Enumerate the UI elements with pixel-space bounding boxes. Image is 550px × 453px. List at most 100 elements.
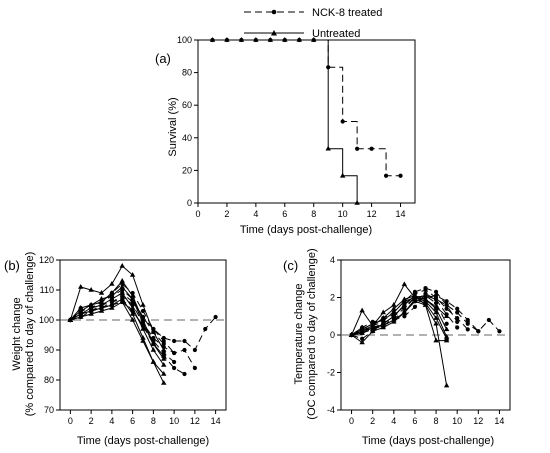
x-tick-label: 2 (370, 416, 375, 426)
data-point (88, 311, 94, 316)
series-line-nck8 (351, 295, 448, 336)
data-point (119, 278, 125, 283)
data-point (182, 338, 187, 344)
x-tick-label: 4 (109, 416, 114, 426)
data-point (380, 324, 386, 330)
x-tick-label: 12 (367, 209, 377, 219)
y-tick-label: 120 (39, 255, 54, 265)
data-point (140, 335, 146, 340)
panel-b-ylabel2: (% compared to day of challenge) (24, 252, 36, 416)
data-point (161, 356, 167, 361)
panel-label-a: (a) (155, 51, 171, 66)
data-point (267, 37, 274, 42)
data-point (391, 309, 397, 315)
legend: NCK-8 treated Untreated (244, 7, 382, 40)
data-point (88, 302, 94, 307)
data-point (209, 37, 216, 42)
panel-c-xlabel: Time (days post-challenge) (362, 435, 494, 447)
y-tick-label: 80 (182, 68, 192, 78)
data-point (443, 337, 450, 343)
legend-label-nck8: NCK-8 treated (312, 7, 382, 19)
series-line-untreated (351, 295, 447, 342)
panel-b-xlabel: Time (days post-challenge) (77, 435, 209, 447)
data-point (383, 173, 389, 178)
data-point (369, 328, 376, 334)
data-point (88, 305, 94, 310)
plot-frame (197, 39, 416, 204)
legend-label-untreated: Untreated (312, 28, 360, 40)
x-tick-label: 10 (338, 209, 348, 219)
data-point (150, 359, 157, 364)
series-line-nck8 (351, 287, 458, 336)
data-point (401, 302, 408, 307)
data-point (140, 317, 146, 322)
data-point (172, 365, 177, 371)
x-tick-label: 0 (349, 416, 354, 426)
series-line-nck8 (351, 295, 500, 336)
data-point (412, 289, 418, 294)
data-point (151, 335, 156, 341)
data-point (98, 302, 105, 307)
x-tick-label: 8 (311, 209, 316, 219)
x-tick-label: 0 (68, 416, 73, 426)
x-tick-label: 4 (391, 416, 396, 426)
data-point (98, 308, 105, 313)
y-tick-label: 4 (330, 255, 335, 265)
series-line-untreated (70, 280, 165, 357)
data-point (238, 37, 245, 42)
data-point (402, 314, 407, 319)
data-point (412, 304, 418, 309)
y-tick-label: 0 (330, 330, 335, 340)
data-point (253, 37, 259, 42)
data-point (224, 37, 230, 42)
y-tick-label: 90 (44, 345, 54, 355)
data-point (109, 293, 115, 298)
series-line-untreated (351, 283, 447, 336)
legend-marker-untreated (271, 30, 277, 36)
series-line-untreated (69, 265, 165, 351)
data-point (109, 296, 115, 301)
data-point (398, 173, 403, 178)
data-point (455, 325, 460, 330)
x-tick-label: 2 (224, 209, 229, 219)
data-point (443, 382, 450, 388)
x-tick-label: 2 (89, 416, 94, 426)
data-point (129, 311, 136, 316)
data-point (98, 299, 105, 304)
data-point (433, 309, 439, 315)
data-point (354, 200, 360, 205)
data-point (360, 336, 365, 341)
data-point (140, 308, 146, 314)
y-tick-label: -2 (327, 368, 335, 378)
series-line-nck8 (212, 39, 401, 177)
data-point (109, 290, 115, 295)
data-point (433, 301, 439, 306)
y-tick-label: 60 (182, 100, 192, 110)
data-point (433, 297, 439, 302)
legend-marker-nck8 (271, 9, 277, 15)
data-point (465, 321, 470, 326)
data-point (172, 338, 177, 344)
data-point (311, 37, 317, 42)
data-point (391, 318, 397, 324)
data-point (455, 316, 460, 321)
series-line-untreated (212, 39, 358, 203)
data-point (380, 315, 386, 320)
panel-label-b: (b) (4, 258, 20, 273)
panel-c-plot: 0 2 4 6 8 10 12 14 -4 -2 0 2 4 (327, 255, 511, 426)
x-tick-label: 4 (253, 209, 258, 219)
data-point (172, 350, 177, 356)
series-line-untreated (351, 298, 448, 339)
data-point (340, 119, 345, 124)
x-tick-label: 10 (452, 416, 462, 426)
y-tick-label: 40 (182, 133, 192, 143)
data-point (355, 146, 360, 151)
data-point (369, 146, 374, 151)
y-tick-label: -4 (327, 405, 335, 415)
data-point (391, 313, 397, 319)
data-point (282, 37, 288, 42)
data-point (192, 347, 197, 353)
series-line-untreated (70, 301, 165, 375)
